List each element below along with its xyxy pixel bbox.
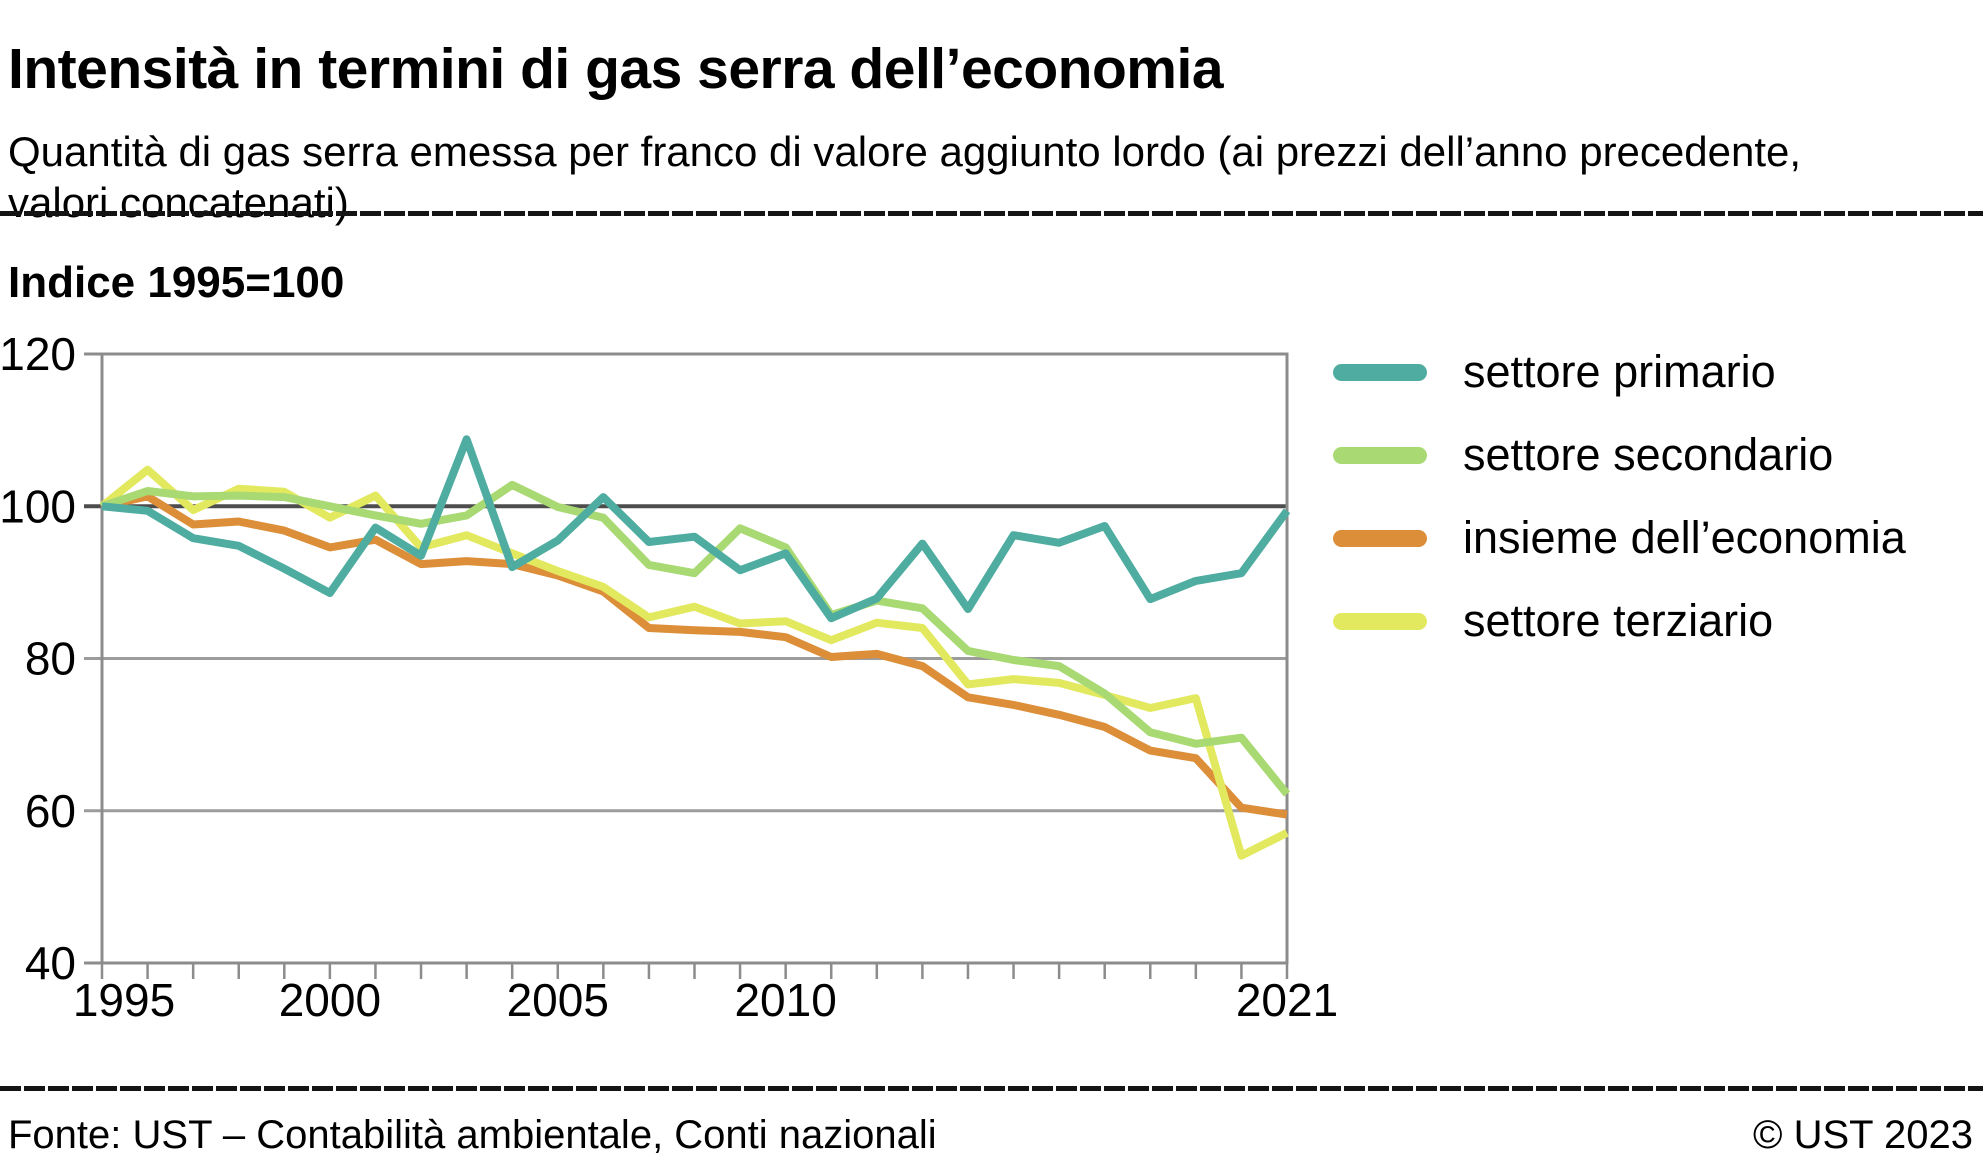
legend-item-insieme-economia: insieme dell’economia — [1333, 512, 1906, 563]
y-tick-label-80: 80 — [25, 633, 76, 685]
page-title: Intensità in termini di gas serra dell’e… — [8, 37, 1224, 102]
legend-swatch-primario — [1333, 363, 1427, 381]
top-divider — [0, 211, 1983, 216]
x-tick-label-1995: 1995 — [73, 974, 175, 1026]
legend-label: settore terziario — [1463, 595, 1774, 646]
y-tick-label-100: 100 — [0, 480, 76, 532]
series-line-insieme-dell-economia — [101, 492, 1288, 819]
legend-item-settore-primario: settore primario — [1333, 346, 1906, 397]
x-tick-label-2005: 2005 — [507, 974, 609, 1026]
source-note: Fonte: UST – Contabilità ambientale, Con… — [8, 1113, 937, 1157]
legend-swatch-insieme — [1333, 529, 1427, 547]
bottom-divider — [0, 1086, 1983, 1091]
legend-label: settore secondario — [1463, 429, 1834, 480]
y-tick-label-40: 40 — [25, 937, 76, 989]
series-line-settore-primario — [101, 435, 1291, 623]
y-tick-label-60: 60 — [25, 785, 76, 837]
legend-item-settore-terziario: settore terziario — [1333, 595, 1906, 646]
chart-subtitle: Quantità di gas serra emessa per franco … — [8, 128, 1802, 226]
chart-legend: settore primario settore secondario insi… — [1333, 346, 1906, 683]
legend-label: insieme dell’economia — [1463, 512, 1906, 563]
legend-swatch-terziario — [1333, 612, 1427, 630]
copyright-note: © UST 2023 — [1753, 1113, 1973, 1157]
x-tick-label-2021: 2021 — [1236, 974, 1338, 1026]
series-line-settore-secondario — [100, 480, 1291, 797]
x-tick-label-2010: 2010 — [734, 974, 836, 1026]
legend-label: settore primario — [1463, 346, 1776, 397]
y-tick-label-120: 120 — [0, 328, 76, 380]
x-tick-label-2000: 2000 — [279, 974, 381, 1026]
legend-swatch-secondario — [1333, 446, 1427, 464]
y-axis-title: Indice 1995=100 — [8, 258, 345, 307]
legend-item-settore-secondario: settore secondario — [1333, 429, 1906, 480]
